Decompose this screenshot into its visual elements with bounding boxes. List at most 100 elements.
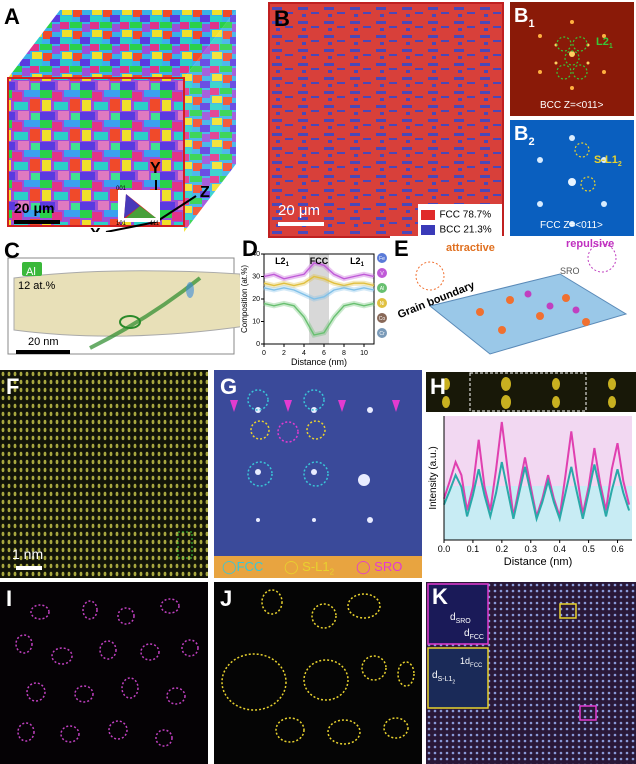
panel-d: D 0 2 4 6 8 10 0 10 20 30 40 Distance (nm) Compositi… [240, 238, 390, 368]
y-tick-label-3: 30 [252, 274, 260, 281]
attractive-label: attractive [446, 242, 495, 254]
scale-text-f: 1 nm [12, 546, 44, 562]
element-label-3: Ni [380, 301, 385, 307]
composition-chart: 0 2 4 6 8 10 0 10 20 30 40 Distance (nm) Composition… [240, 251, 387, 367]
fft-legend: ◯FCC ◯ S-L12 ◯ SRO [214, 556, 422, 578]
element-marker-3 [377, 298, 387, 308]
b1-sub: 1 [528, 18, 535, 30]
b2-spot-text: S-L1 [594, 154, 618, 166]
element-label-2: Al [380, 286, 384, 292]
fcc-diffraction [537, 135, 607, 227]
axis-x-label: X [90, 226, 101, 232]
sro-label: SRO [560, 266, 580, 276]
b1-spot-label: L21 [596, 36, 613, 50]
x-tick-label-3: 6 [322, 350, 326, 357]
haadf-image [0, 370, 208, 578]
legend-fcc-text: FCC 78.7% [439, 209, 492, 221]
panel-label-h: H [430, 374, 446, 399]
element-marker-0 [377, 253, 387, 263]
legend-fcc-swatch [421, 209, 435, 220]
panel-k: K dSRO dFCC dS-L12 1dFCC [426, 582, 636, 764]
element-label-1: V [380, 271, 384, 277]
y-axis-label: Composition (at.%) [240, 265, 249, 333]
b1-spot-sub: 1 [608, 43, 613, 51]
d-sl12-sub: S-L1 [437, 676, 453, 683]
scale-bar-c [16, 350, 70, 354]
d-sl12-subwrap: S-L12 [437, 676, 456, 686]
scale-text-c: 20 nm [28, 336, 59, 348]
sro-map [15, 598, 199, 747]
panel-e: E attractive repulsive SRO Grain boundar… [390, 236, 636, 368]
bcc-diffraction [538, 20, 606, 90]
b2-spot-sub: 2 [617, 161, 622, 169]
x-tick-label-4: 8 [342, 350, 346, 357]
legend-sl12-label: S-L1 [302, 559, 330, 574]
one-d-fcc-num: 1 [460, 656, 466, 666]
scale-text-a: 20 μm [14, 200, 55, 216]
d-sro-sub: SRO [455, 618, 471, 625]
sl12-map [221, 589, 415, 745]
d-sl12-d: d [432, 670, 438, 681]
panel-j: J [214, 582, 422, 764]
panel-i: I [0, 582, 208, 764]
x-tick-label-0: 0 [262, 350, 266, 357]
d-fcc: dFCC [464, 628, 484, 641]
legend-bcc-text: BCC 21.3% [439, 224, 492, 236]
ipf-111: 111 [150, 221, 160, 227]
panel-label-g: G [220, 374, 238, 399]
panel-h: H 0.0 0.1 0.2 0.3 0.4 0.5 0.6 Distance (nm) Inte… [426, 370, 636, 578]
panel-b: B 20 μm FCC 78.7% BCC 21.3% [268, 2, 504, 238]
h-x-tick-label-6: 0.6 [611, 544, 624, 554]
iso-text: 12 at.% [18, 280, 56, 292]
ebsd-3d-cube [7, 10, 236, 232]
ipf-101: 101 [116, 221, 127, 227]
ipf-001: 001 [116, 186, 127, 192]
element-label-5: Cr [379, 331, 385, 337]
d-sro: dSRO [450, 612, 471, 625]
d-fcc-sub: FCC [469, 634, 484, 641]
legend-fcc-row: FCC 78.7% [421, 206, 491, 224]
panel-label-i: I [6, 586, 13, 611]
sro-schematic [415, 243, 628, 355]
axis-z-label: Z [200, 184, 210, 201]
h-x-tick-label-5: 0.5 [582, 544, 595, 554]
x-tick-label-1: 2 [282, 350, 286, 357]
phase-map [270, 4, 502, 236]
axis-y-label: Y [150, 160, 161, 177]
d-sl12-sub2: 2 [452, 679, 456, 686]
panel-label-a: A [4, 4, 20, 29]
legend-sro-ring: ◯ SRO [356, 559, 403, 574]
legend-sl12-sub: 2 [329, 567, 335, 577]
region-sub-0: 1 [286, 262, 290, 268]
d-sro-d: d [450, 612, 456, 623]
scale-text-b: 20 μm [278, 202, 320, 219]
repulsive-label: repulsive [566, 238, 615, 250]
b2-zone: FCC Z=<011> [540, 220, 603, 231]
one-d-fcc-d: d [465, 656, 471, 666]
h-x-tick-label-2: 0.2 [496, 544, 509, 554]
legend-fcc-ring: ◯FCC [222, 559, 264, 574]
series-line-1 [263, 275, 375, 287]
al-badge: Al [22, 262, 42, 278]
h-strip [426, 372, 636, 412]
panel-b1: B1 L21 BCC Z=<011> [510, 2, 634, 116]
panel-label-j: J [220, 586, 233, 611]
panel-g: G ◯FCC ◯ S-L12 ◯ SRO [214, 370, 422, 578]
scale-bar-b [278, 222, 324, 226]
region-label-2: L21 [350, 256, 365, 268]
h-x-axis-label: Distance (nm) [504, 556, 572, 568]
intensity-chart: 0.0 0.1 0.2 0.3 0.4 0.5 0.6 Distance (nm) Intens… [428, 416, 632, 568]
series-line-3 [263, 302, 375, 336]
y-tick-label-2: 20 [252, 296, 260, 303]
scale-bar-f [16, 566, 42, 570]
d-sl12: dS-L12 [432, 670, 455, 685]
h-x-tick-label-1: 0.1 [467, 544, 480, 554]
b1-zone: BCC Z=<011> [540, 100, 604, 111]
element-label-0: Fe [379, 256, 385, 262]
y-tick-label-1: 10 [252, 319, 260, 326]
panel-b2: B2 S-L12 FCC Z=<011> [510, 120, 634, 236]
phase-legend: FCC 78.7% BCC 21.3% [418, 204, 502, 236]
h-x-tick-label-0: 0.0 [438, 544, 451, 554]
element-marker-5 [377, 328, 387, 338]
legend-sro-label: SRO [374, 559, 403, 574]
